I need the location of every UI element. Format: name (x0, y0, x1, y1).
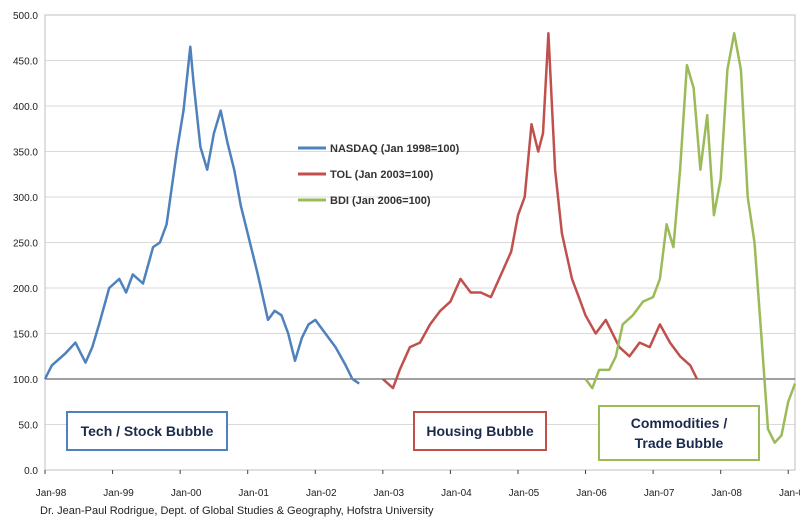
x-axis: Jan-98 Jan-99 Jan-00 Jan-01 Jan-02 Jan-03 Jan-… (36, 470, 800, 499)
y-tick-label: 50.0 (19, 421, 39, 432)
y-tick-label: 350.0 (13, 148, 38, 159)
legend-label-bdi: BDI (Jan 2006=100) (330, 195, 431, 207)
annotation-text-commodities-1: Commodities / (631, 415, 728, 431)
x-tick-label: Jan-03 (374, 488, 405, 499)
y-tick-label: 200.0 (13, 284, 38, 295)
series-line-bdi (584, 31, 797, 444)
x-tick-label: Jan-99 (103, 488, 134, 499)
annotation-tech-bubble: Tech / Stock Bubble (66, 411, 228, 451)
series-lines (43, 31, 797, 444)
x-tick-label: Jan-07 (644, 488, 675, 499)
x-tick-label: Jan-08 (711, 488, 742, 499)
annotation-text-housing: Housing Bubble (426, 423, 534, 439)
annotation-box-housing (413, 411, 547, 451)
y-tick-label: 0.0 (24, 466, 38, 477)
legend: NASDAQ (Jan 1998=100) TOL (Jan 2003=100)… (298, 143, 460, 207)
x-tick-label: Jan-01 (238, 488, 269, 499)
x-tick-label: Jan-06 (576, 488, 607, 499)
plot-border (44, 14, 796, 471)
y-tick-label: 500.0 (13, 11, 38, 22)
x-tick-label: Jan-02 (306, 488, 337, 499)
y-tick-label: 300.0 (13, 193, 38, 204)
annotation-box-commodities (598, 405, 760, 461)
annotation-housing-bubble: Housing Bubble (413, 411, 547, 451)
series-line-tol (381, 31, 699, 390)
legend-label-nasdaq: NASDAQ (Jan 1998=100) (330, 143, 460, 155)
series-line-nasdaq (43, 45, 360, 385)
annotation-text-commodities-2: Trade Bubble (635, 435, 724, 451)
y-tick-label: 450.0 (13, 57, 38, 68)
annotation-box-tech (66, 411, 228, 451)
annotation-commodities-bubble: Commodities / Trade Bubble (598, 405, 760, 461)
annotation-text-tech: Tech / Stock Bubble (81, 423, 214, 439)
x-tick-label: Jan-05 (509, 488, 540, 499)
gridlines (44, 14, 796, 471)
y-tick-label: 400.0 (13, 102, 38, 113)
x-tick-label: Jan-98 (36, 488, 67, 499)
credit-text: Dr. Jean-Paul Rodrigue, Dept. of Global … (40, 505, 434, 517)
y-tick-label: 250.0 (13, 239, 38, 250)
y-tick-label: 100.0 (13, 375, 38, 386)
y-axis: 0.0 50.0 100.0 150.0 200.0 250.0 300.0 350.0 400… (13, 11, 38, 477)
x-tick-label: Jan-04 (441, 488, 472, 499)
y-tick-label: 150.0 (13, 330, 38, 341)
x-tick-label: Jan-00 (171, 488, 202, 499)
legend-label-tol: TOL (Jan 2003=100) (330, 169, 434, 181)
x-tick-label: Jan-09 (779, 488, 800, 499)
